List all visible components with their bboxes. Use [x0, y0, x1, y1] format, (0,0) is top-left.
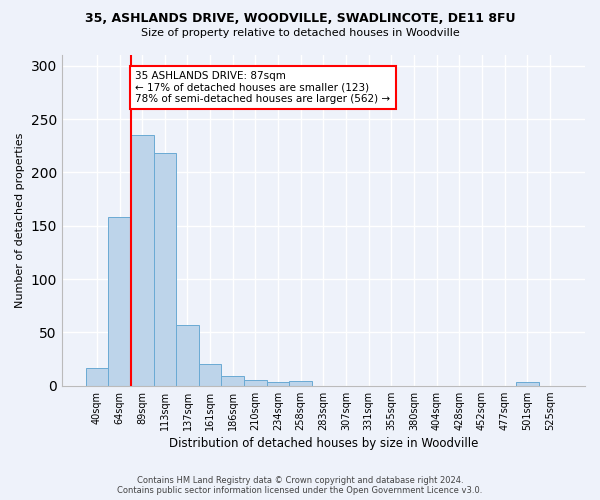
Bar — [176, 325, 199, 386]
Text: Size of property relative to detached houses in Woodville: Size of property relative to detached ho… — [140, 28, 460, 38]
Bar — [108, 217, 131, 386]
Text: Contains HM Land Registry data © Crown copyright and database right 2024.
Contai: Contains HM Land Registry data © Crown c… — [118, 476, 482, 495]
Y-axis label: Number of detached properties: Number of detached properties — [15, 132, 25, 308]
Bar — [244, 380, 267, 386]
Bar — [267, 382, 289, 386]
Bar — [289, 382, 312, 386]
Bar — [154, 153, 176, 386]
Text: 35 ASHLANDS DRIVE: 87sqm
← 17% of detached houses are smaller (123)
78% of semi-: 35 ASHLANDS DRIVE: 87sqm ← 17% of detach… — [136, 71, 391, 104]
Text: 35, ASHLANDS DRIVE, WOODVILLE, SWADLINCOTE, DE11 8FU: 35, ASHLANDS DRIVE, WOODVILLE, SWADLINCO… — [85, 12, 515, 26]
Bar — [199, 364, 221, 386]
X-axis label: Distribution of detached houses by size in Woodville: Distribution of detached houses by size … — [169, 437, 478, 450]
Bar — [516, 382, 539, 386]
Bar — [86, 368, 108, 386]
Bar — [221, 376, 244, 386]
Bar — [131, 135, 154, 386]
